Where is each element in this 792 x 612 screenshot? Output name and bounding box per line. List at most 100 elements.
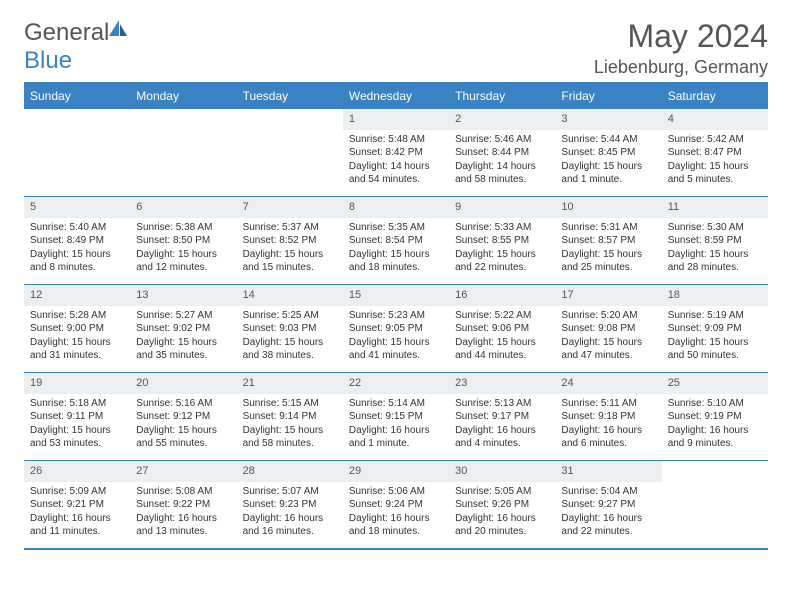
day-number: 10 [555,197,661,218]
day-number: 22 [343,373,449,394]
day-details: Sunrise: 5:42 AMSunset: 8:47 PMDaylight:… [662,130,768,191]
sunrise-text: Sunrise: 5:25 AM [243,309,337,323]
calendar-cell: 1Sunrise: 5:48 AMSunset: 8:42 PMDaylight… [343,109,449,197]
sunrise-text: Sunrise: 5:38 AM [136,221,230,235]
daylight-text: Daylight: 15 hours and 55 minutes. [136,424,230,451]
daylight-text: Daylight: 16 hours and 9 minutes. [668,424,762,451]
calendar-cell: 10Sunrise: 5:31 AMSunset: 8:57 PMDayligh… [555,197,661,285]
sunrise-text: Sunrise: 5:40 AM [30,221,124,235]
calendar-cell: 25Sunrise: 5:10 AMSunset: 9:19 PMDayligh… [662,373,768,461]
sunset-text: Sunset: 9:12 PM [136,410,230,424]
day-number: 24 [555,373,661,394]
sunset-text: Sunset: 9:19 PM [668,410,762,424]
daylight-text: Daylight: 16 hours and 20 minutes. [455,512,549,539]
day-number: 20 [130,373,236,394]
sunrise-text: Sunrise: 5:05 AM [455,485,549,499]
sunrise-text: Sunrise: 5:14 AM [349,397,443,411]
sunset-text: Sunset: 9:03 PM [243,322,337,336]
calendar-cell: 16Sunrise: 5:22 AMSunset: 9:06 PMDayligh… [449,285,555,373]
daylight-text: Daylight: 15 hours and 41 minutes. [349,336,443,363]
day-details: Sunrise: 5:09 AMSunset: 9:21 PMDaylight:… [24,482,130,543]
daylight-text: Daylight: 14 hours and 54 minutes. [349,160,443,187]
calendar-cell: 20Sunrise: 5:16 AMSunset: 9:12 PMDayligh… [130,373,236,461]
calendar-cell: .. [662,461,768,549]
day-number: 18 [662,285,768,306]
day-details: Sunrise: 5:48 AMSunset: 8:42 PMDaylight:… [343,130,449,191]
sunrise-text: Sunrise: 5:09 AM [30,485,124,499]
day-details: Sunrise: 5:44 AMSunset: 8:45 PMDaylight:… [555,130,661,191]
day-number: 3 [555,109,661,130]
calendar-cell: 19Sunrise: 5:18 AMSunset: 9:11 PMDayligh… [24,373,130,461]
day-details: Sunrise: 5:35 AMSunset: 8:54 PMDaylight:… [343,218,449,279]
day-number: 4 [662,109,768,130]
day-number: 31 [555,461,661,482]
sunrise-text: Sunrise: 5:08 AM [136,485,230,499]
daylight-text: Daylight: 15 hours and 5 minutes. [668,160,762,187]
daylight-text: Daylight: 15 hours and 47 minutes. [561,336,655,363]
brand-part1: General [24,19,109,46]
calendar-cell: 9Sunrise: 5:33 AMSunset: 8:55 PMDaylight… [449,197,555,285]
day-number: 30 [449,461,555,482]
sunset-text: Sunset: 9:15 PM [349,410,443,424]
calendar-cell: .. [130,109,236,197]
sunrise-text: Sunrise: 5:15 AM [243,397,337,411]
sunrise-text: Sunrise: 5:27 AM [136,309,230,323]
brand-text: General Blue [24,18,129,75]
sunrise-text: Sunrise: 5:06 AM [349,485,443,499]
daylight-text: Daylight: 15 hours and 44 minutes. [455,336,549,363]
brand-part2: Blue [24,47,72,74]
calendar-cell: 18Sunrise: 5:19 AMSunset: 9:09 PMDayligh… [662,285,768,373]
day-number: 16 [449,285,555,306]
sunrise-text: Sunrise: 5:10 AM [668,397,762,411]
day-number: 6 [130,197,236,218]
sunset-text: Sunset: 8:57 PM [561,234,655,248]
day-header: Saturday [662,83,768,109]
sunrise-text: Sunrise: 5:13 AM [455,397,549,411]
sunset-text: Sunset: 9:27 PM [561,498,655,512]
sunset-text: Sunset: 9:24 PM [349,498,443,512]
sunset-text: Sunset: 9:23 PM [243,498,337,512]
day-details: Sunrise: 5:33 AMSunset: 8:55 PMDaylight:… [449,218,555,279]
calendar-cell: .. [237,109,343,197]
sunrise-text: Sunrise: 5:18 AM [30,397,124,411]
calendar-body: ......1Sunrise: 5:48 AMSunset: 8:42 PMDa… [24,109,768,549]
day-header: Tuesday [237,83,343,109]
calendar-cell: 14Sunrise: 5:25 AMSunset: 9:03 PMDayligh… [237,285,343,373]
day-header: Sunday [24,83,130,109]
day-details: Sunrise: 5:15 AMSunset: 9:14 PMDaylight:… [237,394,343,455]
sunset-text: Sunset: 8:44 PM [455,146,549,160]
day-details: Sunrise: 5:10 AMSunset: 9:19 PMDaylight:… [662,394,768,455]
day-details: Sunrise: 5:07 AMSunset: 9:23 PMDaylight:… [237,482,343,543]
sunset-text: Sunset: 8:50 PM [136,234,230,248]
calendar-cell: 6Sunrise: 5:38 AMSunset: 8:50 PMDaylight… [130,197,236,285]
calendar-cell: 7Sunrise: 5:37 AMSunset: 8:52 PMDaylight… [237,197,343,285]
sunrise-text: Sunrise: 5:37 AM [243,221,337,235]
sunrise-text: Sunrise: 5:48 AM [349,133,443,147]
calendar-cell: 22Sunrise: 5:14 AMSunset: 9:15 PMDayligh… [343,373,449,461]
sunset-text: Sunset: 8:49 PM [30,234,124,248]
calendar-cell: 11Sunrise: 5:30 AMSunset: 8:59 PMDayligh… [662,197,768,285]
day-number: 12 [24,285,130,306]
location-label: Liebenburg, Germany [594,57,768,78]
day-number: 14 [237,285,343,306]
calendar-cell: 31Sunrise: 5:04 AMSunset: 9:27 PMDayligh… [555,461,661,549]
day-details: Sunrise: 5:19 AMSunset: 9:09 PMDaylight:… [662,306,768,367]
daylight-text: Daylight: 15 hours and 8 minutes. [30,248,124,275]
sunset-text: Sunset: 9:26 PM [455,498,549,512]
daylight-text: Daylight: 15 hours and 53 minutes. [30,424,124,451]
daylight-text: Daylight: 16 hours and 4 minutes. [455,424,549,451]
sunrise-text: Sunrise: 5:07 AM [243,485,337,499]
sunrise-text: Sunrise: 5:30 AM [668,221,762,235]
calendar-cell: 13Sunrise: 5:27 AMSunset: 9:02 PMDayligh… [130,285,236,373]
calendar-week: ......1Sunrise: 5:48 AMSunset: 8:42 PMDa… [24,109,768,197]
sunrise-text: Sunrise: 5:19 AM [668,309,762,323]
day-number: 27 [130,461,236,482]
sunset-text: Sunset: 8:52 PM [243,234,337,248]
day-details: Sunrise: 5:40 AMSunset: 8:49 PMDaylight:… [24,218,130,279]
day-details: Sunrise: 5:20 AMSunset: 9:08 PMDaylight:… [555,306,661,367]
sunset-text: Sunset: 8:59 PM [668,234,762,248]
day-number: 17 [555,285,661,306]
day-number: 29 [343,461,449,482]
day-details: Sunrise: 5:37 AMSunset: 8:52 PMDaylight:… [237,218,343,279]
day-details: Sunrise: 5:28 AMSunset: 9:00 PMDaylight:… [24,306,130,367]
